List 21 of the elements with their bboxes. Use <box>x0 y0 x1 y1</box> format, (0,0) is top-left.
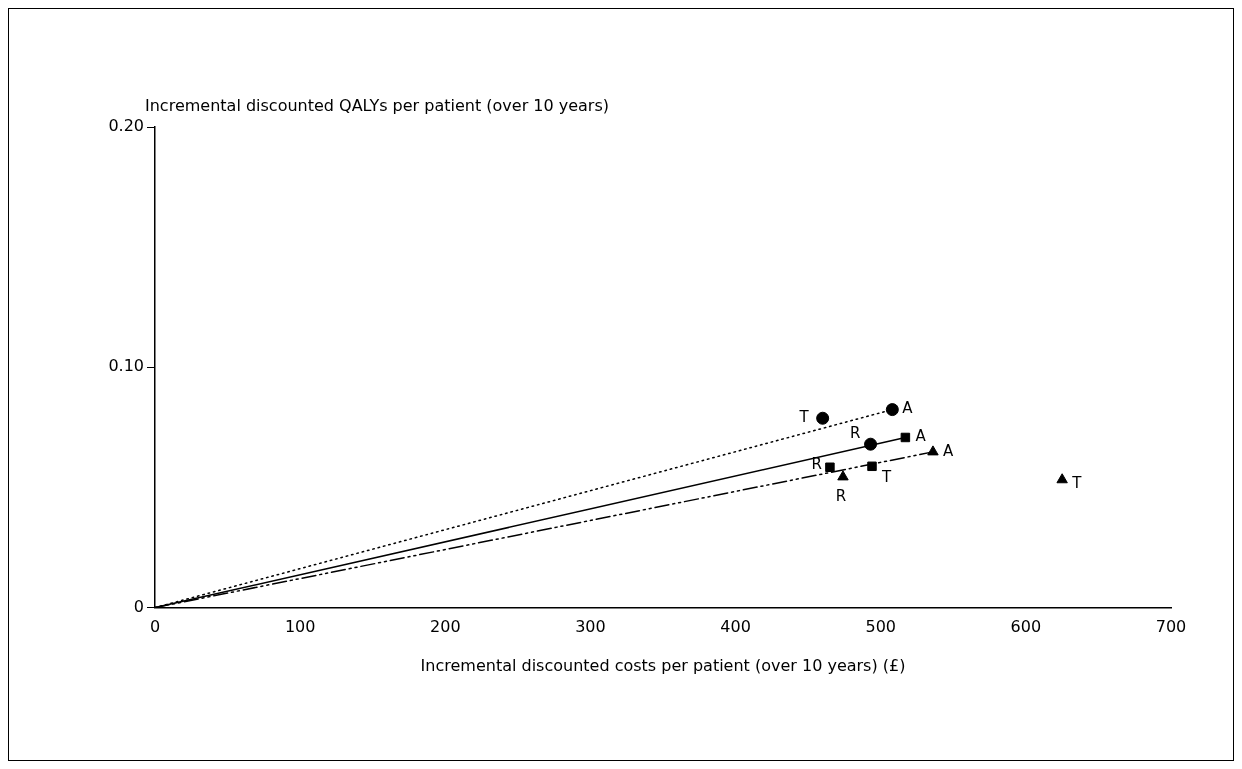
data-label: R <box>835 486 847 505</box>
x-tick-label: 700 <box>1155 617 1187 637</box>
x-tick-label: 100 <box>284 617 316 637</box>
x-tick-label: 300 <box>575 617 606 637</box>
x-tick-label: 600 <box>1010 617 1042 637</box>
x-tick-label: 400 <box>720 617 751 637</box>
data-label: A <box>902 399 914 418</box>
data-label: T <box>881 468 893 487</box>
y-tick-label: 0 <box>133 596 144 616</box>
x-tick-label: 200 <box>430 617 461 637</box>
y-tick-label: 0.10 <box>108 356 144 376</box>
x-tick-label: 500 <box>865 617 896 637</box>
data-label: T <box>798 408 810 427</box>
x-axis-title: Incremental discounted costs per patient (over 10 years) (£) <box>420 655 906 675</box>
data-label: T <box>1071 473 1083 492</box>
data-label: R <box>850 424 861 443</box>
data-label: A <box>942 441 954 460</box>
y-axis-title: Incremental discounted QALYs per patient (over 10 years) <box>145 96 610 116</box>
x-tick-label: 0 <box>149 617 161 637</box>
y-tick-label: 0.20 <box>108 116 144 136</box>
data-label: A <box>915 427 927 446</box>
